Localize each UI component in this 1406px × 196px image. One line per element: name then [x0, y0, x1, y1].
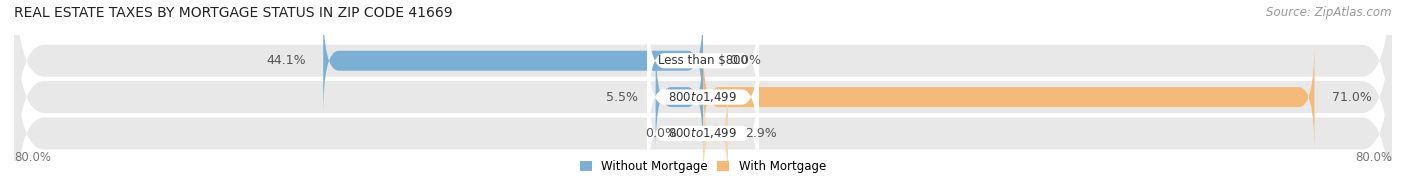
FancyBboxPatch shape [14, 0, 1392, 172]
FancyBboxPatch shape [647, 68, 759, 196]
FancyBboxPatch shape [703, 42, 1315, 152]
Text: $800 to $1,499: $800 to $1,499 [668, 90, 738, 104]
Text: 80.0%: 80.0% [1355, 151, 1392, 164]
FancyBboxPatch shape [14, 22, 1392, 196]
FancyBboxPatch shape [655, 42, 703, 152]
FancyBboxPatch shape [14, 0, 1392, 196]
FancyBboxPatch shape [647, 0, 759, 126]
Text: $800 to $1,499: $800 to $1,499 [668, 126, 738, 141]
Text: 80.0%: 80.0% [14, 151, 51, 164]
FancyBboxPatch shape [647, 32, 759, 162]
Text: 0.0%: 0.0% [728, 54, 761, 67]
Text: Source: ZipAtlas.com: Source: ZipAtlas.com [1267, 6, 1392, 19]
Text: 5.5%: 5.5% [606, 91, 638, 104]
FancyBboxPatch shape [323, 5, 703, 116]
Text: 2.9%: 2.9% [745, 127, 778, 140]
Text: 71.0%: 71.0% [1331, 91, 1371, 104]
Text: 44.1%: 44.1% [266, 54, 307, 67]
Text: Less than $800: Less than $800 [658, 54, 748, 67]
Legend: Without Mortgage, With Mortgage: Without Mortgage, With Mortgage [575, 155, 831, 177]
Text: REAL ESTATE TAXES BY MORTGAGE STATUS IN ZIP CODE 41669: REAL ESTATE TAXES BY MORTGAGE STATUS IN … [14, 6, 453, 20]
FancyBboxPatch shape [703, 78, 728, 189]
Text: 0.0%: 0.0% [645, 127, 678, 140]
